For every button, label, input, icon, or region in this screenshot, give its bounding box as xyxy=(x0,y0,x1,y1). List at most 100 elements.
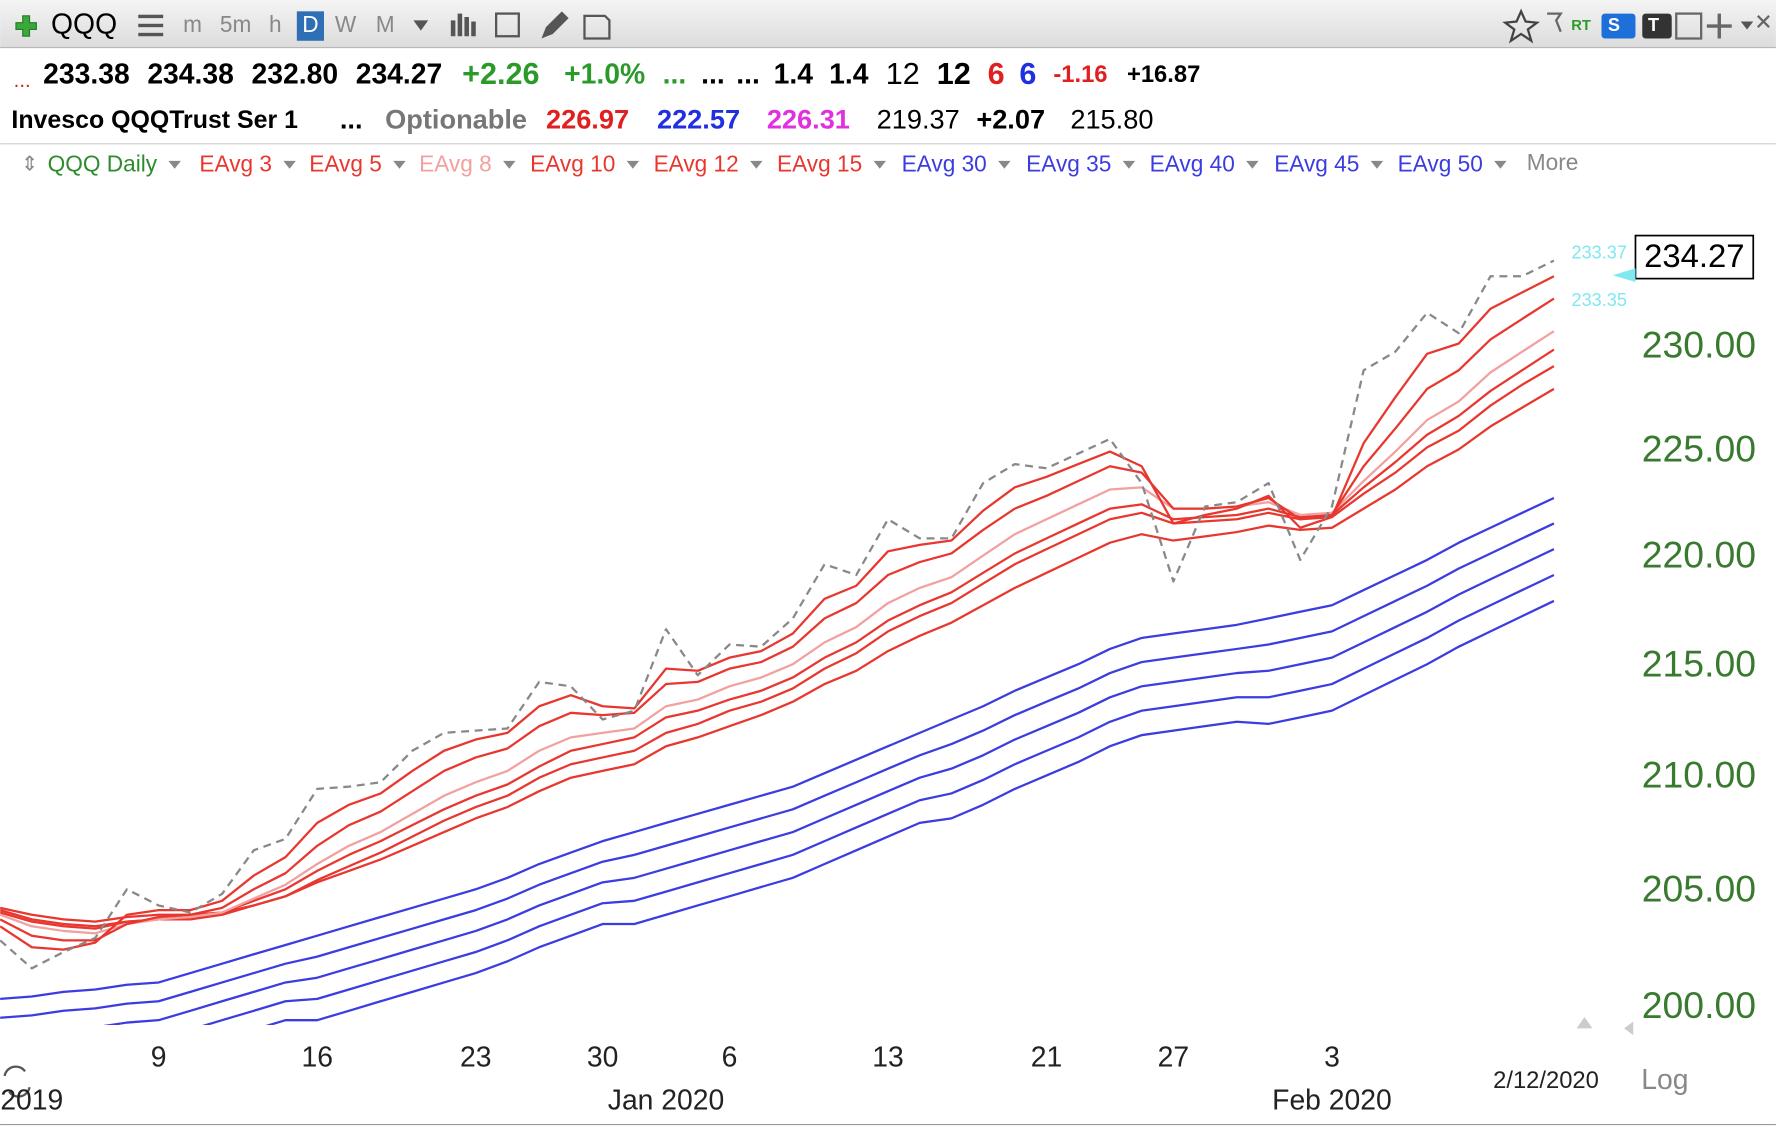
bar-icon[interactable] xyxy=(457,13,463,37)
quote-field: ... xyxy=(701,57,725,89)
badge[interactable]: T xyxy=(1648,15,1659,35)
legend-entry[interactable]: EAvg 35 xyxy=(1026,150,1111,176)
x-tick-label: 6 xyxy=(722,1040,738,1072)
legend-dropdown[interactable] xyxy=(998,160,1011,169)
legend-dropdown[interactable] xyxy=(873,160,886,169)
y-tick-label: 215.00 xyxy=(1642,642,1756,684)
info-field: 215.80 xyxy=(1070,103,1153,134)
legend-dropdown[interactable] xyxy=(626,160,640,169)
grid-icon[interactable] xyxy=(495,12,520,38)
bar-icon[interactable] xyxy=(464,16,469,37)
y-tick-label: 210.00 xyxy=(1642,754,1756,796)
x-tick-label: 16 xyxy=(301,1040,332,1072)
y-tick-label: 220.00 xyxy=(1642,534,1756,576)
legend-entry[interactable]: EAvg 5 xyxy=(309,150,382,176)
legend-dropdown[interactable] xyxy=(750,160,763,169)
average-line xyxy=(0,496,1555,1001)
pen-icon[interactable] xyxy=(541,11,569,39)
toolbar-icons xyxy=(138,8,1770,44)
quote-field: 234.38 xyxy=(147,57,234,89)
badge[interactable]: RT xyxy=(1571,18,1591,34)
refresh-icon[interactable] xyxy=(3,1065,31,1098)
y-tick-label: 205.00 xyxy=(1642,867,1756,909)
x-group-label: Jan 2020 xyxy=(608,1083,724,1115)
last-price-box xyxy=(1634,234,1755,280)
legend-entry[interactable]: EAvg 30 xyxy=(902,150,987,176)
quote-field: -1.16 xyxy=(1053,61,1107,88)
quote-field: 232.80 xyxy=(252,57,339,89)
legend-entry[interactable]: QQQ Daily xyxy=(48,150,158,176)
quote-field: ... xyxy=(663,57,687,89)
x-tick-label: 21 xyxy=(1031,1040,1062,1072)
price-tag: 233.37 xyxy=(1572,242,1627,262)
dropdown-arrow[interactable] xyxy=(413,20,429,31)
star-icon[interactable] xyxy=(1502,8,1540,44)
info-field: 226.31 xyxy=(767,103,850,134)
legend-entry[interactable]: EAvg 10 xyxy=(530,150,615,176)
move-icon[interactable] xyxy=(1706,13,1732,39)
badge[interactable]: S xyxy=(1608,15,1620,35)
close-icon[interactable] xyxy=(1756,15,1770,28)
quote-field: 6 xyxy=(1019,57,1036,91)
legend-dropdown[interactable] xyxy=(283,160,296,169)
legend-entry[interactable]: EAvg 8 xyxy=(419,150,492,176)
average-line xyxy=(103,548,1555,1025)
list-icon[interactable] xyxy=(138,23,164,28)
legend-entry[interactable]: EAvg 12 xyxy=(654,150,739,176)
legend-entry[interactable]: EAvg 50 xyxy=(1398,150,1483,176)
average-line xyxy=(202,573,1555,1025)
quote-field: ... xyxy=(14,70,31,92)
quote-field: 1.4 xyxy=(829,57,869,89)
legend-dropdown[interactable] xyxy=(503,160,516,169)
legend-dropdown[interactable] xyxy=(1122,160,1136,169)
interval-button[interactable]: D xyxy=(302,11,318,37)
price-tag: 233.35 xyxy=(1572,290,1627,310)
add-icon[interactable] xyxy=(15,15,37,37)
quote-field: 1.4 xyxy=(774,57,814,89)
dropdown-arrow[interactable] xyxy=(1740,21,1754,30)
bar-icon[interactable] xyxy=(471,21,476,37)
info-field: Invesco QQQTrust Ser 1 xyxy=(11,106,298,134)
legend-entry[interactable]: EAvg 45 xyxy=(1274,150,1359,176)
scroll-arrow[interactable] xyxy=(1576,1017,1593,1029)
legend-entry[interactable]: EAvg 3 xyxy=(199,150,272,176)
y-tick-label: 225.00 xyxy=(1642,427,1756,469)
interval-button[interactable]: h xyxy=(269,11,282,37)
symbol[interactable]: QQQ xyxy=(51,8,117,40)
legend-dropdown[interactable] xyxy=(393,160,406,169)
x-tick-label: 23 xyxy=(460,1040,491,1072)
quote-field: 234.27 xyxy=(356,57,443,89)
interval-button[interactable]: W xyxy=(335,11,357,37)
flag-icon[interactable] xyxy=(1547,12,1563,33)
legend-entry[interactable]: EAvg 40 xyxy=(1150,150,1235,176)
list-icon[interactable] xyxy=(138,32,164,37)
x-tick-label: 9 xyxy=(151,1040,167,1072)
average-line xyxy=(0,522,1555,1019)
legend-dropdown[interactable] xyxy=(1370,160,1384,169)
scale-label[interactable]: Log xyxy=(1641,1063,1688,1095)
badge-box[interactable] xyxy=(1601,13,1636,39)
bar-icon[interactable] xyxy=(450,20,456,37)
sort-icon: ⇕ xyxy=(21,154,38,176)
legend-more[interactable]: More xyxy=(1527,149,1579,175)
save-icon[interactable] xyxy=(1675,12,1703,40)
legend-dropdown[interactable] xyxy=(168,160,181,169)
last-price: 234.27 xyxy=(1644,237,1744,274)
scroll-arrow[interactable] xyxy=(1624,1021,1634,1036)
x-tick-label: 13 xyxy=(872,1040,903,1072)
legend-entry[interactable]: EAvg 15 xyxy=(777,150,862,176)
info-field: Optionable xyxy=(385,103,527,134)
interval-button[interactable]: 5m xyxy=(220,11,251,37)
date-stamp: 2/12/2020 xyxy=(1493,1067,1599,1094)
legend-dropdown[interactable] xyxy=(1246,160,1259,169)
legend-dropdown[interactable] xyxy=(1494,160,1507,169)
interval-button[interactable]: M xyxy=(376,11,395,37)
list-icon[interactable] xyxy=(138,14,164,19)
note-icon[interactable] xyxy=(583,14,611,40)
interval-button[interactable]: m xyxy=(183,11,202,37)
average-line xyxy=(0,365,1555,928)
badge-box[interactable] xyxy=(1642,13,1672,39)
close-line xyxy=(0,259,1555,970)
